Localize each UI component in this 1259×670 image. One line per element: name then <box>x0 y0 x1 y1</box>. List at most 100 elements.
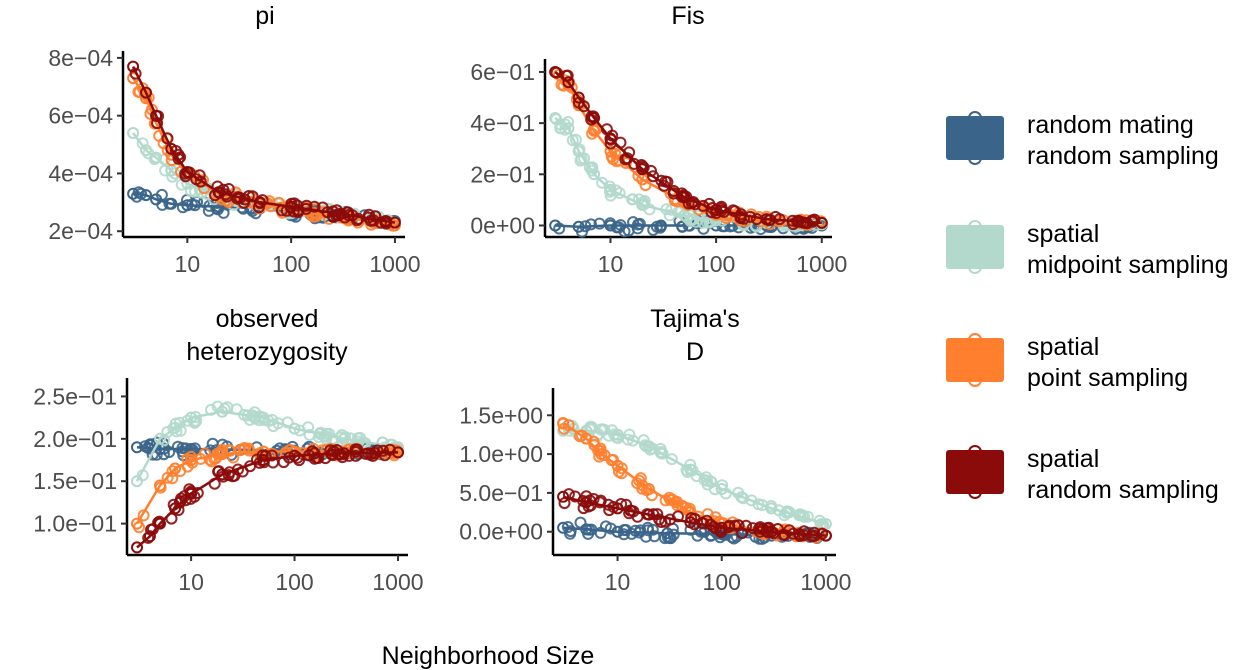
data-point <box>150 109 163 122</box>
data-point <box>745 494 758 507</box>
legend-label-line1: spatial <box>1027 445 1099 473</box>
y-tick-label: 2.5e−01 <box>33 383 117 409</box>
data-point <box>642 440 655 453</box>
data-point <box>736 527 749 540</box>
data-point <box>569 490 582 503</box>
data-point <box>604 132 617 145</box>
data-point <box>672 510 684 523</box>
data-point <box>562 76 575 89</box>
data-point <box>574 516 587 529</box>
data-point <box>593 217 606 230</box>
legend-label-line1: random mating <box>1027 111 1194 139</box>
panel-title: Tajima's <box>650 305 740 333</box>
data-point <box>738 212 750 225</box>
data-point <box>562 419 575 432</box>
data-point <box>308 200 321 213</box>
data-point <box>181 166 194 178</box>
legend-marker <box>968 111 982 125</box>
data-point <box>169 462 182 475</box>
series-spatial_random_sampling <box>549 66 828 231</box>
data-point <box>142 531 155 544</box>
data-point <box>166 465 179 478</box>
legend-swatch <box>946 116 1004 160</box>
y-tick-label: 1.5e+00 <box>459 402 543 428</box>
data-point <box>611 459 624 472</box>
data-point <box>642 483 655 495</box>
data-point <box>646 523 659 536</box>
data-point <box>654 445 667 458</box>
data-point <box>351 214 363 227</box>
legend-swatch <box>946 225 1004 269</box>
y-tick-label: 0e+00 <box>470 212 535 238</box>
legend-marker <box>968 260 982 274</box>
data-point <box>374 216 387 229</box>
data-point <box>143 530 156 543</box>
data-point <box>667 185 680 197</box>
data-point <box>728 519 741 532</box>
data-point <box>715 483 728 495</box>
data-point <box>131 541 143 554</box>
data-point <box>150 151 163 164</box>
legend-marker <box>968 151 982 165</box>
data-point <box>216 468 229 481</box>
legend-marker <box>968 485 982 499</box>
y-tick-label: 1.5e−01 <box>33 468 117 494</box>
data-point <box>603 504 616 517</box>
data-point <box>172 152 185 165</box>
legend-marker <box>968 445 982 459</box>
data-point <box>656 447 669 460</box>
data-point <box>636 163 649 176</box>
trend-line <box>135 410 399 482</box>
data-point <box>642 524 655 537</box>
y-tick-label: 8e−04 <box>48 45 113 71</box>
trend-line <box>554 71 822 225</box>
data-point <box>619 524 632 536</box>
data-point <box>596 423 609 436</box>
data-point <box>185 487 198 500</box>
y-tick-label: 2.0e−01 <box>33 426 117 452</box>
legend-swatch <box>946 450 1004 494</box>
data-point <box>580 432 593 445</box>
legend-swatch <box>946 338 1004 382</box>
data-point <box>637 161 650 174</box>
data-point <box>562 122 575 135</box>
panel-title: heterozygosity <box>186 338 348 366</box>
data-point <box>127 60 140 73</box>
data-point <box>665 453 678 466</box>
data-point <box>577 502 590 515</box>
data-point <box>256 194 269 207</box>
data-point <box>613 154 625 167</box>
data-point <box>150 193 163 206</box>
x-tick-label: 1000 <box>800 569 851 595</box>
y-tick-label: 4e−01 <box>470 110 535 136</box>
legend-marker <box>968 333 982 347</box>
panel-title: Fis <box>671 2 704 30</box>
x-tick-label: 100 <box>275 569 313 595</box>
data-point <box>684 463 697 476</box>
x-tick-label: 10 <box>598 251 624 277</box>
x-tick-label: 100 <box>272 251 310 277</box>
data-point <box>572 145 585 158</box>
data-point <box>723 519 736 532</box>
panel-2: Fis 0e+00 2e−01 4e−01 6e−01 10 100 1000 <box>470 2 847 277</box>
data-point <box>549 66 562 78</box>
legend: random mating random sampling spatial midpo… <box>946 111 1229 504</box>
series-spatial_random_sampling <box>127 60 401 230</box>
x-tick-label: 1000 <box>796 251 847 277</box>
data-point <box>678 191 691 204</box>
data-point <box>377 444 389 457</box>
data-point <box>594 496 606 509</box>
legend-item-spatial_random_sampling: spatial random sampling <box>946 445 1219 504</box>
data-point <box>136 137 149 150</box>
trend-line <box>131 66 396 224</box>
y-tick-label: 2e−01 <box>470 161 535 187</box>
legend-item-spatial_midpoint_sampling: spatial midpoint sampling <box>946 220 1229 279</box>
panel-title: observed <box>216 305 319 333</box>
x-tick-label: 1000 <box>369 251 420 277</box>
data-point <box>676 220 689 233</box>
data-point <box>131 475 143 488</box>
legend-label-line1: spatial <box>1027 220 1099 248</box>
legend-label-line2: midpoint sampling <box>1027 251 1229 279</box>
data-point <box>154 432 166 445</box>
